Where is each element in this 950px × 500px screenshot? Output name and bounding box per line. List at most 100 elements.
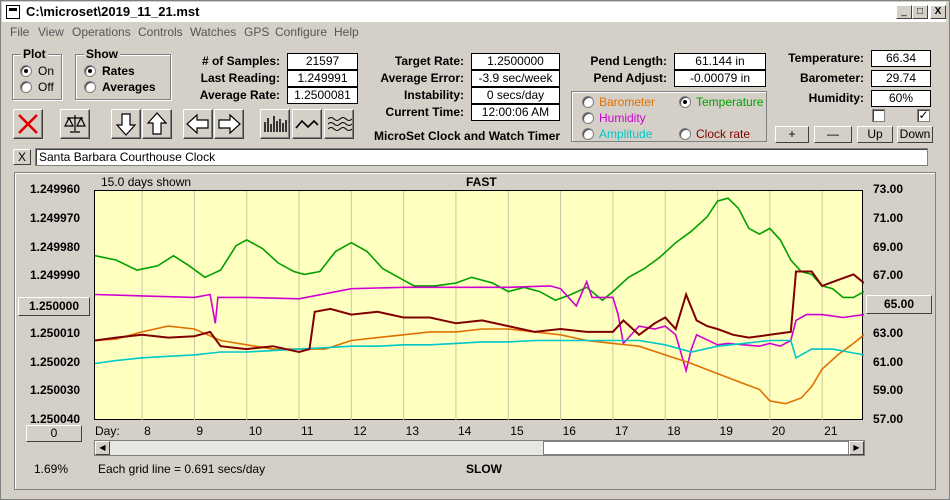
close-button[interactable]: X [930, 5, 946, 19]
left-arrow-button[interactable] [183, 109, 213, 139]
right-axis-tick: 59.00 [873, 383, 904, 398]
clock-rate-radio[interactable] [679, 128, 691, 140]
plot-off-radio[interactable] [20, 81, 32, 93]
series-line-amplitude [94, 339, 865, 365]
day-label: Day: [95, 424, 120, 438]
clear-note-button[interactable]: X [13, 149, 31, 165]
temperature-radio[interactable] [679, 96, 691, 108]
down-arrow-button[interactable] [111, 109, 141, 139]
target-rate-field[interactable]: 1.2500000 [471, 53, 560, 70]
slow-label: SLOW [466, 462, 502, 476]
fast-label: FAST [466, 175, 497, 189]
amplitude-radio[interactable] [582, 128, 594, 140]
amplitude-option-label: Amplitude [599, 127, 653, 141]
balance-button[interactable] [60, 109, 90, 139]
x-axis-tick: 20 [771, 424, 786, 438]
days-shown-label: 15.0 days shown [101, 175, 192, 189]
x-axis-tick: 8 [144, 424, 151, 438]
average-error-field: -3.9 sec/week [471, 70, 560, 87]
x-axis-tick: 12 [353, 424, 367, 438]
pend-adjust-label: Pend Adjust: [593, 71, 667, 85]
show-group-title: Show [84, 47, 120, 61]
x-axis-tick: 10 [248, 424, 263, 438]
scale-up-button[interactable]: Up [857, 126, 893, 143]
red-x-icon [18, 114, 38, 134]
menu-file[interactable]: File [10, 25, 30, 39]
menu-watches[interactable]: Watches [190, 25, 237, 39]
bar-graph-button[interactable] [260, 109, 290, 139]
pend-adjust-field: -0.00079 in [674, 70, 766, 87]
temperature-label: Temperature: [788, 51, 864, 65]
rate-chart [94, 191, 865, 421]
x-axis-tick: 13 [405, 424, 419, 438]
clock-rate-option-label: Clock rate [696, 127, 751, 141]
current-time-label: Current Time: [385, 105, 464, 119]
right-axis-tick: 69.00 [873, 239, 904, 254]
scroll-left-button[interactable]: ◀ [95, 441, 110, 455]
menu-gps[interactable]: GPS [244, 25, 270, 39]
time-scrollbar[interactable]: ◀ ▶ [94, 440, 865, 456]
samples-field: 21597 [287, 53, 358, 70]
right-center-button[interactable]: 65.00 [866, 295, 932, 314]
left-axis-tick: 1.249960 [30, 182, 81, 196]
arrow-up-icon [146, 112, 168, 135]
menu-operations[interactable]: Operations [72, 25, 131, 39]
scale-minus-button[interactable]: — [814, 126, 852, 143]
up-arrow-button[interactable] [142, 109, 172, 139]
humidity-radio[interactable] [582, 112, 594, 124]
pend-length-label: Pend Length: [590, 54, 667, 68]
graph-panel [14, 172, 936, 490]
right-axis-tick: 71.00 [873, 210, 904, 225]
series-line-clock-rate [94, 270, 865, 354]
show-rates-radio[interactable] [84, 65, 96, 77]
minimize-button[interactable]: _ [896, 5, 912, 19]
window-title: C:\microset\2019_11_21.mst [26, 4, 200, 19]
left-axis-tick: 1.249980 [30, 239, 81, 254]
plot-group: Plot [12, 47, 62, 100]
menu-help[interactable]: Help [334, 25, 359, 39]
show-averages-radio[interactable] [84, 81, 96, 93]
option-checkbox-2[interactable]: ✓ [917, 108, 930, 122]
plot-off-label: Off [38, 80, 54, 94]
option-checkbox-1[interactable] [872, 109, 885, 122]
humidity-field: 60% [871, 90, 931, 107]
x-axis-tick: 19 [719, 424, 733, 438]
last-reading-label: Last Reading: [200, 71, 280, 85]
title-bar: C:\microset\2019_11_21.mst _ □ X [2, 2, 946, 22]
clear-button[interactable] [13, 109, 43, 139]
instability-label: Instability: [403, 88, 464, 102]
plot-on-label: On [38, 64, 55, 78]
left-bottom-button[interactable]: 0 [26, 425, 82, 442]
x-axis-tick: 16 [562, 424, 576, 438]
balance-scale-icon [64, 115, 86, 133]
left-center-button[interactable]: 1.250000 [18, 297, 90, 316]
scale-down-button[interactable]: Down [897, 126, 933, 143]
arrow-right-icon [218, 113, 241, 135]
scroll-thumb[interactable] [543, 441, 849, 455]
plot-on-radio[interactable] [20, 65, 32, 77]
right-axis-tick: 67.00 [873, 268, 904, 283]
menu-controls[interactable]: Controls [138, 25, 183, 39]
right-arrow-button[interactable] [214, 109, 244, 139]
barometer-radio[interactable] [582, 96, 594, 108]
app-icon[interactable] [6, 5, 20, 19]
left-axis-tick: 1.250020 [30, 354, 81, 369]
show-averages-label: Averages [102, 80, 156, 94]
maximize-button[interactable]: □ [912, 5, 928, 19]
scale-plus-button[interactable]: + [775, 126, 809, 143]
grid-note: Each grid line = 0.691 secs/day [98, 462, 266, 476]
menu-configure[interactable]: Configure [275, 25, 328, 39]
menu-view[interactable]: View [38, 25, 64, 39]
line-graph-button[interactable] [292, 109, 322, 139]
average-rate-label: Average Rate: [199, 88, 280, 102]
wave-graph-button[interactable] [324, 109, 354, 139]
pend-length-field[interactable]: 61.144 in [674, 53, 766, 70]
wave-lines-icon [327, 117, 353, 131]
clock-name-field[interactable]: Santa Barbara Courthouse Clock [35, 148, 928, 166]
x-axis-tick: 18 [667, 424, 681, 438]
right-axis-tick: 57.00 [873, 412, 904, 426]
barometer-label: Barometer: [799, 71, 864, 85]
plot-group-title: Plot [21, 47, 48, 61]
scroll-right-button[interactable]: ▶ [849, 441, 864, 455]
average-rate-field: 1.2500081 [287, 87, 358, 104]
